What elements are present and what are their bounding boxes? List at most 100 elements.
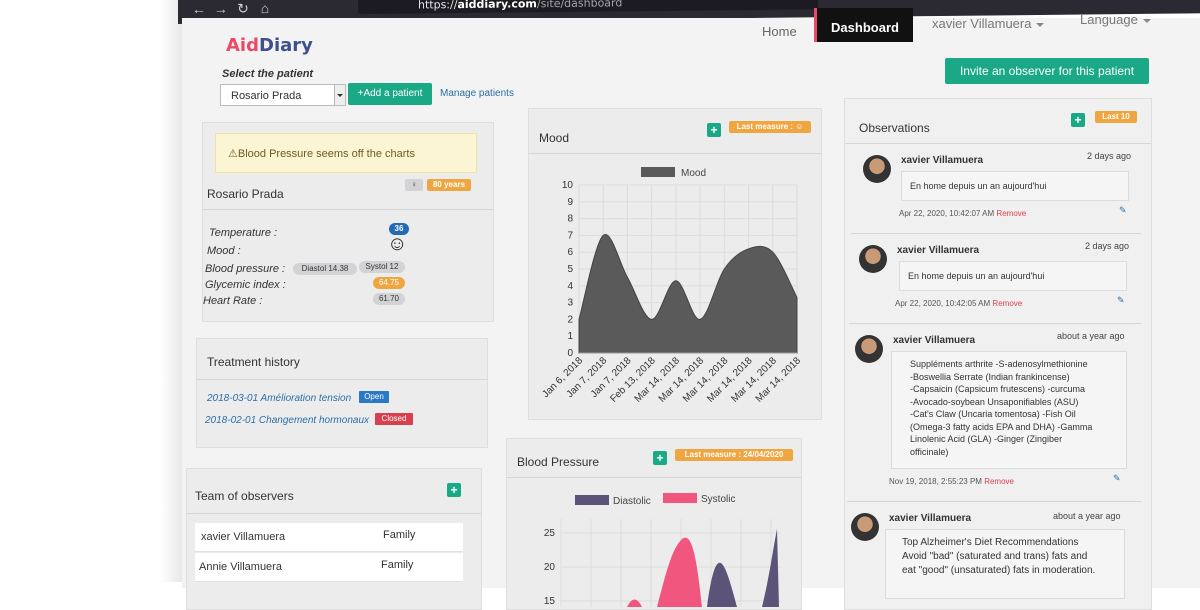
add-observation-button[interactable]: + xyxy=(1071,113,1085,127)
add-observer-button[interactable]: + xyxy=(447,483,461,497)
avatar xyxy=(855,335,883,363)
url-scheme: https:// xyxy=(418,0,458,12)
observation-line: -Boswellia Serrate (Indian frankincense) xyxy=(910,371,1070,382)
glycemic-label: Glycemic index : xyxy=(205,279,286,291)
observation-text: Suppléments arthrite -S-adenosylmethioni… xyxy=(891,351,1127,469)
treatment-history-card: Treatment history 2018-03-01 Amélioratio… xyxy=(196,338,488,448)
legend-label-diastolic: Diastolic xyxy=(613,496,651,507)
url-domain: aiddiary.com xyxy=(457,0,537,12)
patient-card: ⚠Blood Pressure seems off the charts Ros… xyxy=(202,122,494,322)
browser-nav: ← → ↻ ⌂ xyxy=(188,0,276,18)
mood-series-area xyxy=(578,234,798,354)
nav-home[interactable]: Home xyxy=(762,24,797,39)
logo-diary: Diary xyxy=(259,35,313,56)
observation-line: officinale) xyxy=(910,446,949,457)
mood-label: Mood : xyxy=(207,245,241,257)
patient-name: Rosario Prada xyxy=(207,187,284,201)
legend-swatch xyxy=(641,167,675,177)
legend-label: Mood xyxy=(681,168,706,179)
edit-icon[interactable]: ✎ xyxy=(1113,473,1121,483)
observations-title: Observations xyxy=(859,121,930,135)
observations-last-badge: Last 10 xyxy=(1095,111,1137,123)
blood-pressure-label: Blood pressure : xyxy=(205,263,286,275)
systol-value: Systol 12 xyxy=(359,261,405,273)
edit-icon[interactable]: ✎ xyxy=(1117,295,1125,305)
nav-language-menu[interactable]: Language xyxy=(1080,8,1151,32)
observation-line: (Omega-3 fatty acids EPA and DHA) -Gamma xyxy=(910,421,1093,432)
treatment-item[interactable]: 2018-02-01 Changement hormonaux xyxy=(205,415,369,426)
observation-date: Apr 22, 2020, 10:42:05 AM Remove xyxy=(895,299,1022,308)
observers-title: Team of observers xyxy=(195,489,294,503)
back-icon[interactable]: ← xyxy=(192,0,206,17)
nav-language-label: Language xyxy=(1080,12,1138,27)
nav-user-menu[interactable]: xavier Villamuera xyxy=(932,12,1045,36)
observation-divider xyxy=(847,501,1141,502)
patient-select[interactable]: Rosario Prada xyxy=(220,84,346,106)
observation-line: Suppléments arthrite -S-adenosylmethioni… xyxy=(910,359,1088,369)
reload-icon[interactable]: ↻ xyxy=(237,0,249,17)
remove-link[interactable]: Remove xyxy=(984,477,1014,486)
legend-swatch-systolic xyxy=(663,493,697,503)
observer-role: Family xyxy=(381,559,414,571)
manage-patients-link[interactable]: Manage patients xyxy=(440,88,514,99)
observation-divider xyxy=(849,323,1141,324)
y-tick-label: 25 xyxy=(544,528,556,539)
systolic-series-area xyxy=(657,537,702,607)
y-tick-label: 7 xyxy=(567,230,573,241)
observer-name: xavier Villamuera xyxy=(201,531,286,543)
observation-author: xavier Villamuera xyxy=(889,513,972,524)
temperature-label: Temperature : xyxy=(209,227,278,239)
mood-title: Mood xyxy=(539,131,570,145)
observer-name: Annie Villamuera xyxy=(199,561,282,573)
table-row[interactable]: Annie Villamuera Family xyxy=(195,553,463,582)
select-arrow-icon xyxy=(334,85,345,105)
y-tick-label: 8 xyxy=(567,214,573,225)
invite-observer-button[interactable]: Invite an observer for this patient xyxy=(945,58,1149,84)
observation-text: En home depuis un an aujourd'hui xyxy=(899,261,1127,291)
add-blood-pressure-button[interactable]: + xyxy=(653,451,667,465)
y-tick-label: 5 xyxy=(567,264,573,275)
treatment-history-title: Treatment history xyxy=(207,355,300,369)
observation-time-ago: 2 days ago xyxy=(1085,241,1130,251)
observation-date: Nov 19, 2018, 2:55:23 PM Remove xyxy=(889,477,1014,486)
nav-dashboard[interactable]: Dashboard xyxy=(814,8,913,42)
blood-pressure-chart: Diastolic Systolic 25 20 15 xyxy=(544,493,781,607)
observers-card: Team of observers + xavier Villamuera Fa… xyxy=(186,468,482,610)
alert-banner: ⚠Blood Pressure seems off the charts xyxy=(215,133,477,173)
bp-card-divider xyxy=(507,477,801,478)
observation-line: eat "good" (unsaturated) fats in moderat… xyxy=(902,565,1096,576)
add-mood-button[interactable]: + xyxy=(707,123,721,137)
observation-time-ago: 2 days ago xyxy=(1087,151,1132,161)
nav-user-label: xavier Villamuera xyxy=(932,16,1032,31)
navbar: AidDiary Home Dashboard xavier Villamuer… xyxy=(182,8,1200,62)
forward-icon[interactable]: → xyxy=(214,0,228,17)
status-badge: Closed xyxy=(375,413,413,425)
remove-link[interactable]: Remove xyxy=(996,209,1027,218)
glycemic-value: 64.75 xyxy=(373,277,405,289)
table-row[interactable]: xavier Villamuera Family xyxy=(195,523,463,552)
patient-card-divider xyxy=(203,209,493,210)
observation-author: xavier Villamuera xyxy=(897,245,980,256)
treatment-item[interactable]: 2018-03-01 Amélioration tension xyxy=(207,393,352,404)
observation-author: xavier Villamuera xyxy=(893,335,976,346)
observation-date: Apr 22, 2020, 10:42:07 AM Remove xyxy=(899,209,1026,218)
observation-line: -Avocado-soybean Unsaponifiables (ASU) xyxy=(910,396,1079,407)
add-patient-button[interactable]: +Add a patient xyxy=(348,83,432,105)
select-patient-label: Select the patient xyxy=(222,68,314,80)
logo[interactable]: AidDiary xyxy=(226,35,313,56)
mood-last-measure-badge: Last measure : ☺ xyxy=(729,121,811,133)
blood-pressure-title: Blood Pressure xyxy=(517,455,600,469)
edit-icon[interactable]: ✎ xyxy=(1119,205,1127,215)
warning-icon: ⚠ xyxy=(228,148,238,160)
url-bar[interactable]: https://aiddiary.com/site/dashboard xyxy=(358,0,818,15)
y-tick-label: 2 xyxy=(567,314,573,325)
page-left-edge xyxy=(0,0,182,582)
page: AidDiary Home Dashboard xavier Villamuer… xyxy=(182,8,1200,610)
observation-author: xavier Villamuera xyxy=(901,155,984,166)
heart-rate-value: 61.70 xyxy=(373,293,405,305)
home-icon[interactable]: ⌂ xyxy=(260,0,270,17)
remove-link[interactable]: Remove xyxy=(992,299,1023,308)
observation-divider xyxy=(851,233,1141,234)
observation-time-ago: about a year ago xyxy=(1057,331,1125,341)
